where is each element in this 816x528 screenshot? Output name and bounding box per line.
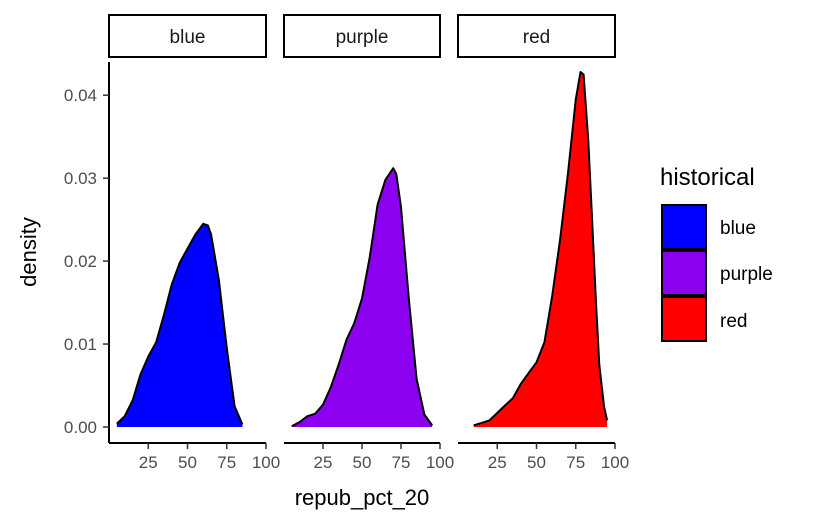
- x-tick-label-blue-75: 75: [217, 453, 236, 472]
- density-area-purple: [291, 168, 433, 427]
- facet-panel-blue: 25 50 75 100: [109, 222, 280, 472]
- y-tick-label-1: 0.01: [64, 335, 97, 354]
- legend-item-red: red: [661, 296, 747, 342]
- facet-strip-label-blue: blue: [170, 27, 206, 48]
- facet-strip-label-red: red: [523, 27, 550, 48]
- y-tick-label-0: 0.00: [64, 418, 97, 437]
- legend-label-blue: blue: [720, 218, 756, 239]
- x-tick-label-red-100: 100: [601, 453, 629, 472]
- x-tick-label-red-50: 50: [527, 453, 546, 472]
- density-area-red: [473, 72, 608, 427]
- y-tick-label-2: 0.02: [64, 252, 97, 271]
- legend-label-purple: purple: [720, 264, 773, 285]
- x-tick-label-purple-25: 25: [314, 453, 333, 472]
- facet-strip-label-purple: purple: [336, 27, 389, 48]
- facet-strip-purple: purple: [283, 14, 441, 58]
- legend-key-purple: [661, 250, 707, 296]
- legend: historical blue purple red: [660, 164, 773, 342]
- y-axis: 0.00 0.01 0.02 0.03 0.04: [64, 62, 110, 443]
- legend-key-blue: [661, 204, 707, 250]
- density-line-purple: [291, 167, 434, 428]
- facet-strip-red: red: [457, 14, 616, 58]
- legend-key-red: [661, 296, 707, 342]
- x-tick-label-red-25: 25: [488, 453, 507, 472]
- legend-item-purple: purple: [661, 250, 773, 296]
- y-axis-title: density: [16, 217, 41, 287]
- x-tick-label-red-75: 75: [566, 453, 585, 472]
- legend-label-red: red: [720, 311, 747, 332]
- x-tick-label-blue-50: 50: [178, 453, 197, 472]
- density-line-blue: [116, 222, 244, 425]
- density-line-red: [473, 71, 609, 427]
- x-tick-label-purple-50: 50: [353, 453, 372, 472]
- density-area-blue: [116, 223, 243, 427]
- x-tick-label-blue-25: 25: [139, 453, 158, 472]
- x-tick-label-purple-75: 75: [392, 453, 411, 472]
- x-tick-label-purple-100: 100: [426, 453, 454, 472]
- facet-strip-blue: blue: [108, 14, 267, 58]
- x-axis-title: repub_pct_20: [295, 485, 430, 510]
- legend-title: historical: [660, 164, 755, 191]
- x-tick-label-blue-100: 100: [252, 453, 280, 472]
- y-tick-label-4: 0.04: [64, 86, 97, 105]
- facet-panel-red: 25 50 75 100: [458, 71, 629, 472]
- legend-item-blue: blue: [661, 204, 756, 250]
- y-tick-label-3: 0.03: [64, 169, 97, 188]
- facet-panel-purple: 25 50 75 100: [284, 167, 454, 472]
